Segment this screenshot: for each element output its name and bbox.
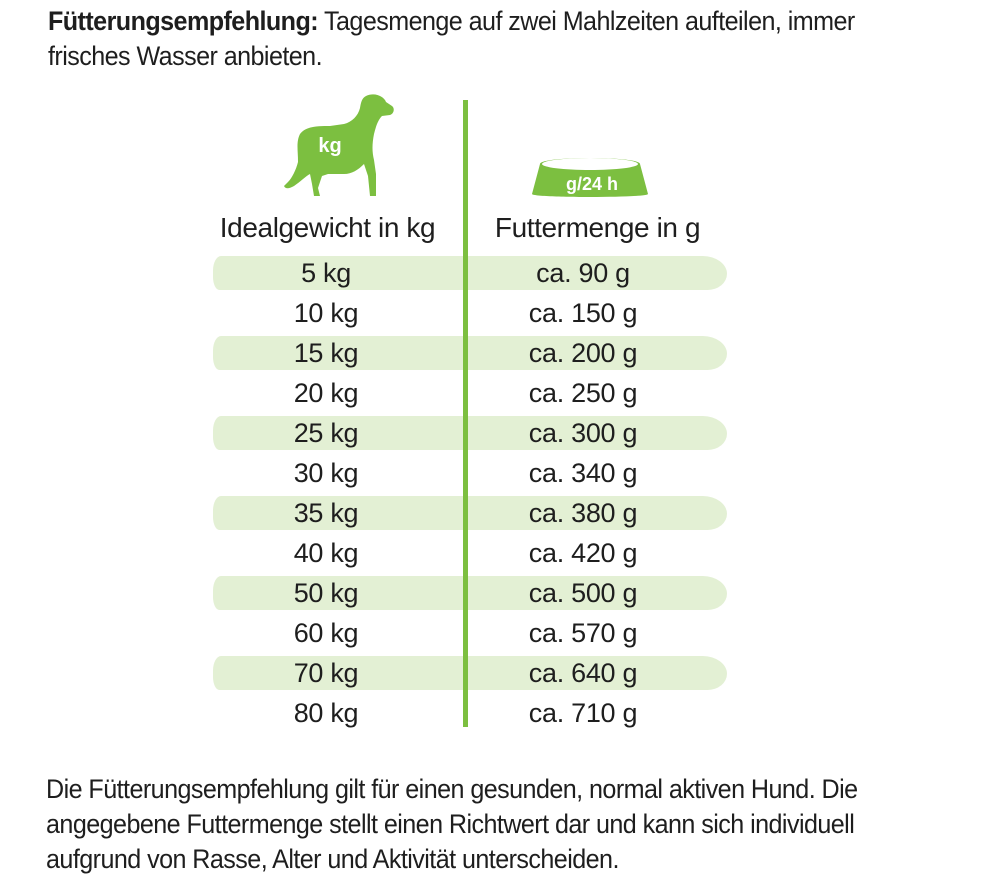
table-row: 60 kg ca. 570 g [213, 613, 727, 653]
intro-heading: Fütterungsempfehlung: [48, 6, 319, 36]
amount-cell: ca. 420 g [528, 537, 638, 568]
amount-cell: ca. 90 g [536, 257, 630, 288]
table-row: 70 kg ca. 640 g [213, 653, 727, 693]
table-row: 35 kg ca. 380 g [213, 493, 727, 533]
weight-cell: 20 kg [293, 377, 359, 408]
food-bowl-icon: g/24 h [530, 152, 650, 200]
header-weight: Idealgewicht in kg [219, 212, 436, 243]
intro-text: Tagesmenge auf zwei Mahlzeiten aufteilen… [48, 6, 855, 71]
weight-cell: 10 kg [293, 297, 359, 328]
feeding-table: 5 kg ca. 90 g 10 kg ca. 150 g 15 kg ca. 200… [213, 253, 727, 733]
weight-cell: 60 kg [293, 617, 359, 648]
amount-cell: ca. 500 g [528, 577, 638, 608]
header-amount: Futtermenge in g [494, 212, 701, 243]
footer-note: Die Fütterungsempfehlung gilt für einen … [46, 774, 858, 874]
weight-cell: 40 kg [293, 537, 359, 568]
column-divider [463, 100, 468, 727]
intro-paragraph: Fütterungsempfehlung: Tagesmenge auf zwe… [48, 4, 904, 74]
weight-cell: 70 kg [293, 657, 359, 688]
amount-cell: ca. 570 g [528, 617, 638, 648]
amount-cell: ca. 640 g [528, 657, 638, 688]
amount-cell: ca. 150 g [528, 297, 638, 328]
table-row: 10 kg ca. 150 g [213, 293, 727, 333]
amount-cell: ca. 300 g [528, 417, 638, 448]
weight-cell: 25 kg [293, 417, 359, 448]
table-row: 15 kg ca. 200 g [213, 333, 727, 373]
table-row: 40 kg ca. 420 g [213, 533, 727, 573]
amount-cell: ca. 380 g [528, 497, 638, 528]
amount-cell: ca. 250 g [528, 377, 638, 408]
table-row: 5 kg ca. 90 g [213, 253, 727, 293]
dog-icon: kg [278, 90, 398, 202]
table-row: 25 kg ca. 300 g [213, 413, 727, 453]
dog-icon-label: kg [318, 135, 341, 157]
table-row: 80 kg ca. 710 g [213, 693, 727, 733]
bowl-icon-label: g/24 h [566, 174, 618, 194]
weight-cell: 50 kg [293, 577, 359, 608]
table-row: 30 kg ca. 340 g [213, 453, 727, 493]
amount-cell: ca. 340 g [528, 457, 638, 488]
amount-cell: ca. 710 g [528, 697, 638, 728]
weight-cell: 15 kg [293, 337, 359, 368]
table-row: 20 kg ca. 250 g [213, 373, 727, 413]
amount-cell: ca. 200 g [528, 337, 638, 368]
weight-cell: 80 kg [293, 697, 359, 728]
table-row: 50 kg ca. 500 g [213, 573, 727, 613]
weight-cell: 5 kg [301, 257, 351, 288]
weight-cell: 30 kg [293, 457, 359, 488]
weight-cell: 35 kg [293, 497, 359, 528]
